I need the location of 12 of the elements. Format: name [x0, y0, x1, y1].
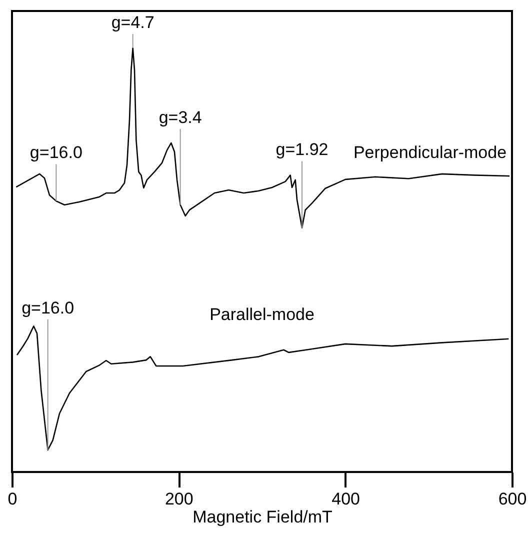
annotation: g=16.0	[30, 143, 82, 162]
x-tick-label: 200	[164, 490, 194, 508]
x-tick-label: 0	[8, 490, 18, 508]
annotation: g=16.0	[22, 298, 74, 318]
annotation: g=4.7	[111, 13, 154, 32]
series-label: Perpendicular-mode	[353, 143, 507, 162]
x-tick-label: 600	[498, 490, 527, 508]
x-tick-label: 400	[332, 490, 360, 508]
annotation: g=1.92	[276, 140, 328, 160]
annotation: g=3.4	[158, 108, 202, 127]
x-axis-title: Magnetic Field/mT	[192, 508, 332, 526]
series-label: Parallel-mode	[210, 305, 314, 324]
